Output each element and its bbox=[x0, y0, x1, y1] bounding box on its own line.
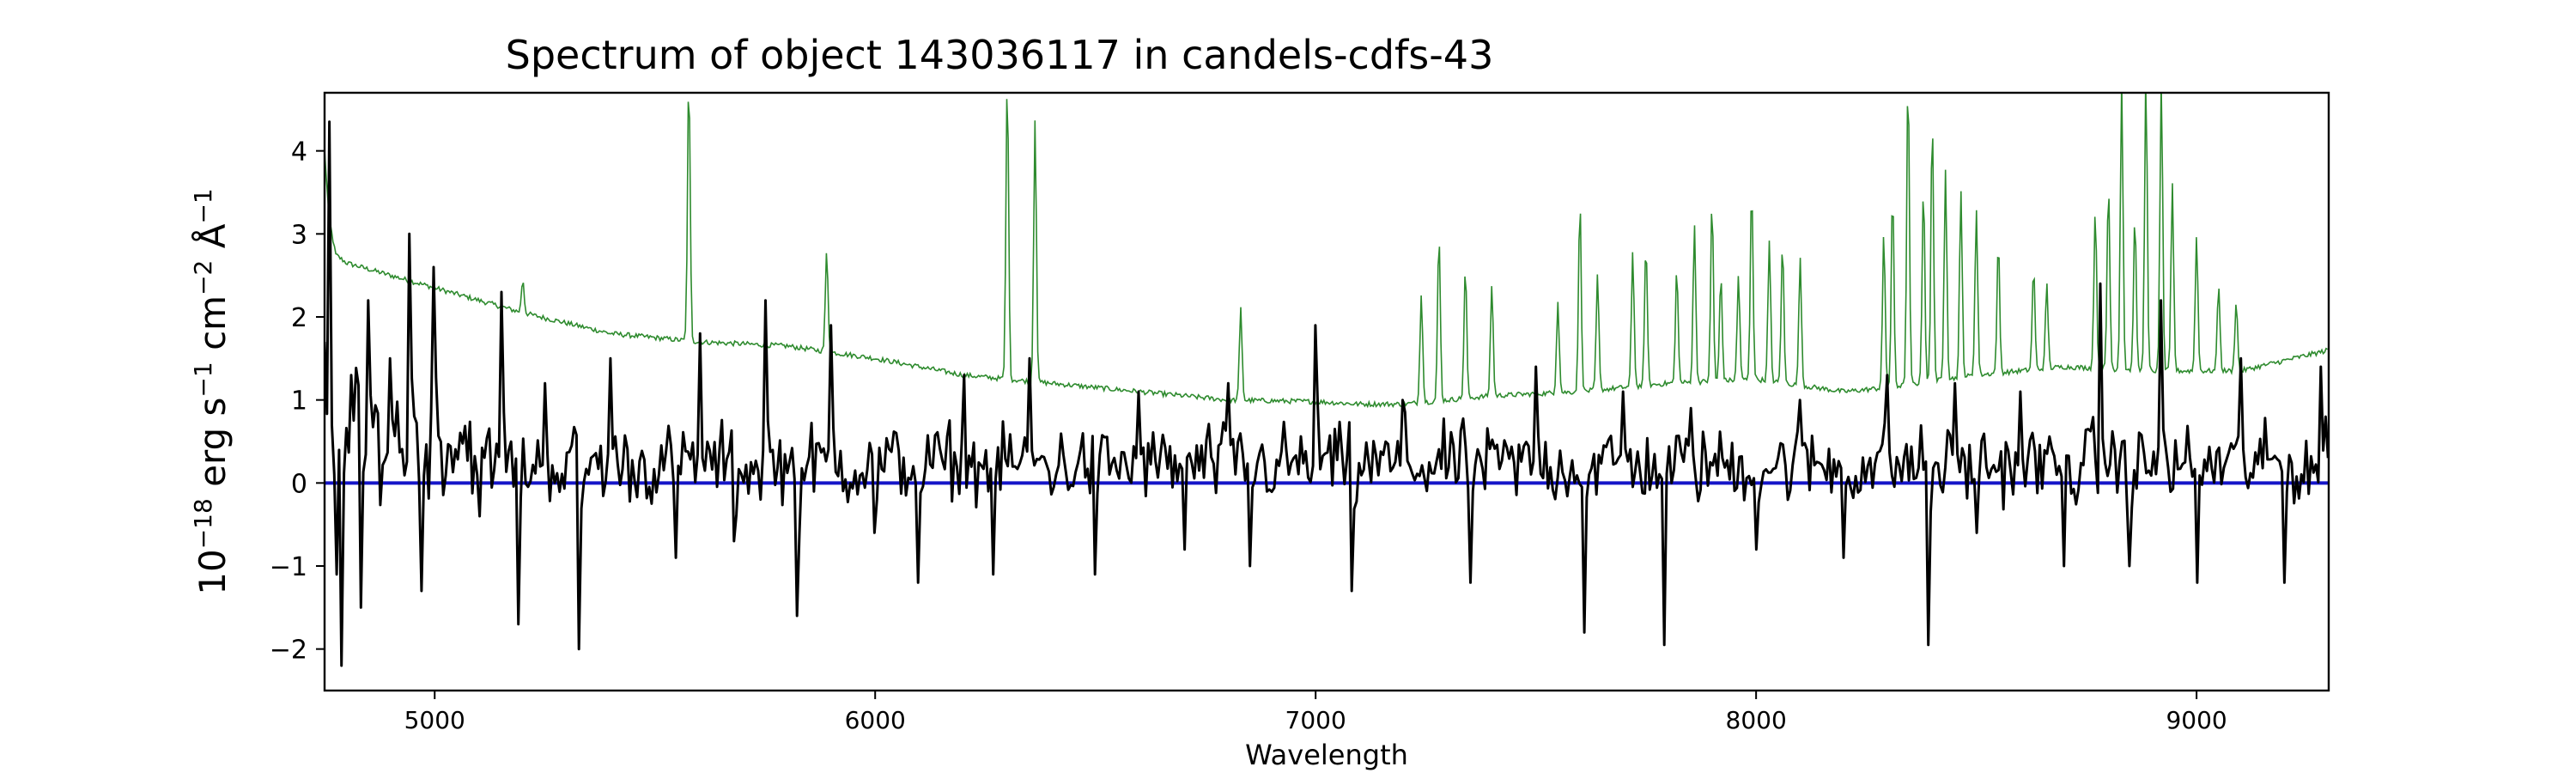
error-spectrum-line bbox=[325, 93, 2328, 409]
x-tick-label: 6000 bbox=[845, 706, 906, 734]
flux-spectrum-line bbox=[325, 120, 2329, 667]
x-tick-label: 8000 bbox=[1726, 706, 1787, 734]
x-tick-label: 9000 bbox=[2166, 706, 2227, 734]
y-tick-label: 4 bbox=[291, 137, 307, 167]
y-tick-label: −2 bbox=[270, 636, 307, 666]
y-label-exp3: −1 bbox=[189, 188, 217, 223]
error-spectrum-layer bbox=[325, 93, 2328, 409]
y-tick-label: 0 bbox=[291, 469, 307, 499]
x-tick-label: 5000 bbox=[404, 706, 465, 734]
flux-spectrum-layer bbox=[325, 120, 2329, 667]
x-axis-label: Wavelength bbox=[1245, 739, 1408, 771]
y-tick-label: 2 bbox=[291, 303, 307, 333]
plot-area bbox=[325, 93, 2329, 667]
chart-title: Spectrum of object 143036117 in candels-… bbox=[506, 32, 1494, 78]
y-label-unit1: erg s bbox=[191, 398, 234, 499]
x-axis: 5000 6000 7000 8000 9000 bbox=[404, 691, 2227, 734]
y-label-unit3: Å bbox=[191, 223, 234, 259]
y-label-unit2: cm bbox=[191, 295, 234, 362]
x-tick-label: 7000 bbox=[1285, 706, 1346, 734]
y-tick-label: 1 bbox=[291, 386, 307, 417]
y-axis-label: 10−18 erg s−1 cm−2 Å−1 bbox=[189, 188, 234, 594]
y-axis: −2 −1 0 1 2 3 4 bbox=[270, 137, 325, 666]
y-label-exp2: −2 bbox=[189, 260, 217, 295]
y-label-exp: −18 bbox=[189, 498, 217, 549]
y-tick-label: 3 bbox=[291, 220, 307, 250]
y-label-exp1: −1 bbox=[189, 362, 217, 397]
plot-frame bbox=[323, 91, 2330, 692]
y-tick-label: −1 bbox=[270, 552, 307, 582]
y-label-base: 10 bbox=[191, 549, 234, 594]
